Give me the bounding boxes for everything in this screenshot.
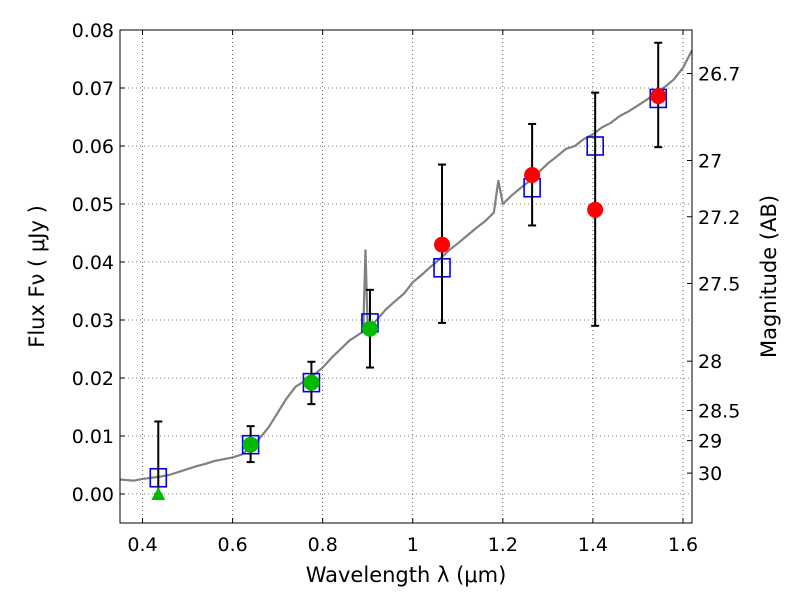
y-tick-label: 0.05	[72, 194, 114, 216]
green-data-point	[303, 374, 320, 391]
x-axis-ticks: 0.4 0.6 0.8 1 1.2 1.4 1.6	[127, 30, 698, 556]
grid-lines	[120, 29, 692, 523]
y-tick-label: 0.03	[72, 310, 114, 332]
sed-model-line	[119, 49, 693, 482]
y2-axis-ticks: 26.7 27 27.2 27.5 28 28.5 29 30	[687, 64, 740, 485]
x-axis-label: Wavelength λ (μm)	[306, 563, 507, 587]
x-tick-label: 1.2	[488, 534, 518, 556]
y2-tick-label: 27.5	[698, 273, 740, 295]
y-tick-label: 0.04	[72, 252, 114, 274]
y2-tick-label: 26.7	[698, 64, 740, 86]
y-tick-label: 0.02	[72, 368, 114, 390]
upper-limit-triangle	[151, 487, 166, 500]
y2-tick-label: 27.2	[698, 207, 740, 229]
plot-frame	[119, 29, 693, 524]
y2-tick-label: 27	[698, 151, 722, 173]
y2-axis-label: Magnitude (AB)	[757, 195, 781, 358]
y-tick-label: 0.08	[72, 20, 114, 42]
red-data-point	[434, 236, 451, 253]
y-tick-label: 0.01	[72, 426, 114, 448]
x-tick-label: 1.6	[668, 534, 698, 556]
green-data-point	[242, 436, 259, 453]
red-data-point	[650, 88, 667, 105]
y2-tick-label: 30	[698, 463, 722, 485]
x-tick-label: 1	[407, 534, 419, 556]
y-tick-label: 0.07	[72, 78, 114, 100]
y-tick-label: 0.06	[72, 136, 114, 158]
y-axis-ticks: 0.00 0.01 0.02 0.03 0.04 0.05 0.06 0.07 0.08	[72, 20, 125, 506]
y-tick-label: 0.00	[72, 484, 114, 506]
y2-tick-label: 28.5	[698, 400, 740, 422]
red-data-point	[524, 167, 541, 183]
x-tick-label: 0.4	[127, 534, 157, 556]
green-data-point	[361, 320, 378, 337]
y2-tick-label: 29	[698, 431, 722, 453]
x-tick-label: 0.6	[217, 534, 247, 556]
red-data-point	[587, 201, 604, 218]
y2-tick-label: 28	[698, 351, 722, 373]
x-tick-label: 1.4	[578, 534, 608, 556]
plot-area	[119, 41, 693, 500]
y-axis-label: Flux Fν ( μJy )	[25, 205, 49, 348]
x-tick-label: 0.8	[308, 534, 338, 556]
